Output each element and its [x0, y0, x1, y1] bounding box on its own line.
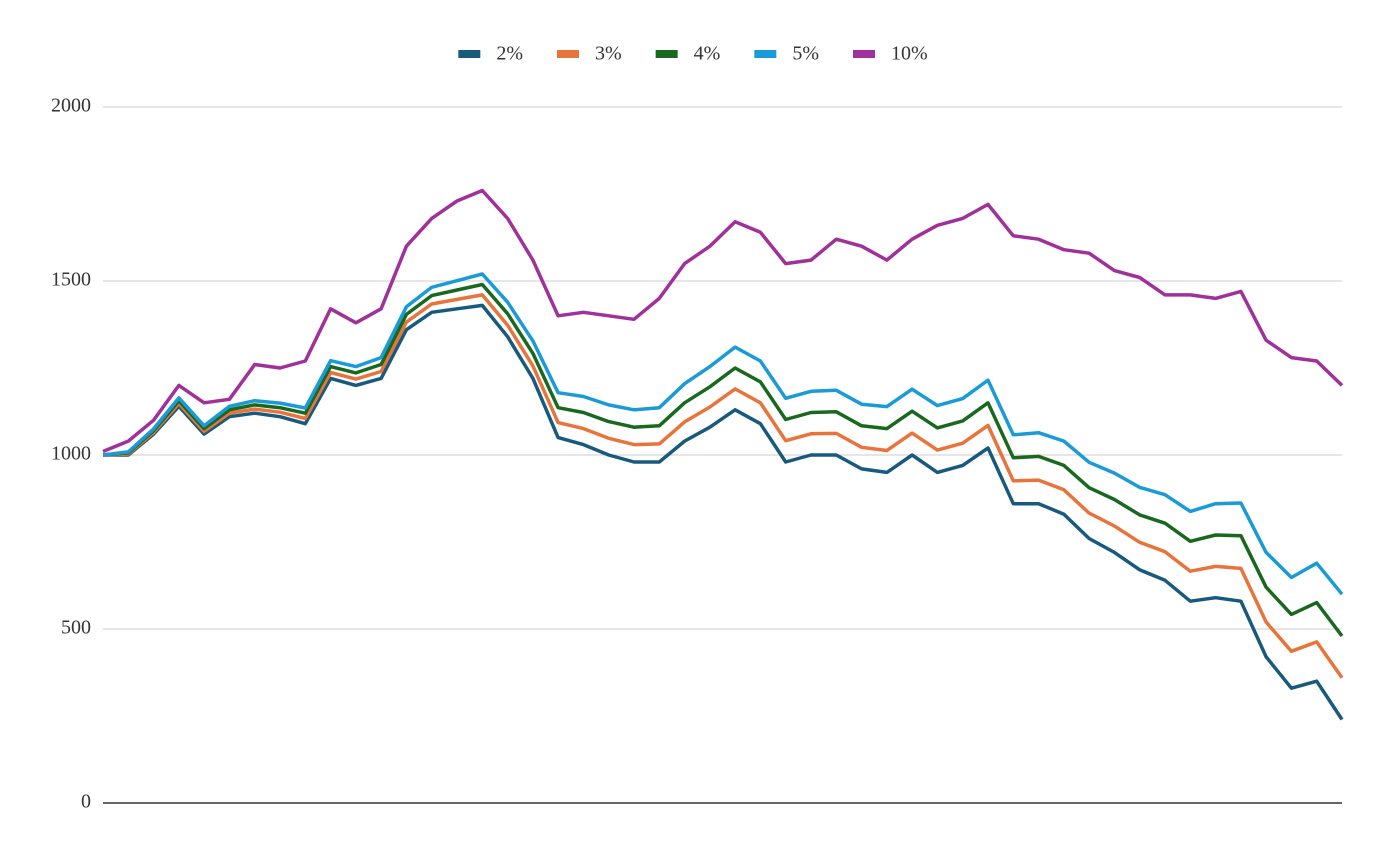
line-series: [102, 293, 1344, 679]
line-series: [102, 188, 1344, 454]
legend: 2% 3% 4% 5% 10%: [458, 43, 928, 65]
line-series: [102, 282, 1344, 638]
legend-swatch: [458, 50, 481, 58]
y-tick-label: 1500: [51, 269, 91, 291]
legend-swatch: [556, 50, 579, 58]
legend-swatch: [853, 50, 876, 58]
legend-label: 2%: [496, 43, 523, 65]
legend-label: 3%: [595, 43, 622, 65]
y-tick-label: 1000: [51, 443, 91, 465]
y-tick-label: 2000: [51, 95, 91, 117]
line-series: [103, 303, 1344, 721]
y-tick-label: 0: [81, 791, 91, 813]
legend-label: 10%: [891, 43, 928, 65]
line-series: [102, 272, 1344, 596]
y-tick-label: 500: [61, 617, 91, 639]
legend-swatch: [655, 50, 678, 58]
legend-swatch: [754, 50, 777, 58]
legend-label: 4%: [694, 43, 721, 65]
legend-label: 5%: [792, 43, 819, 65]
